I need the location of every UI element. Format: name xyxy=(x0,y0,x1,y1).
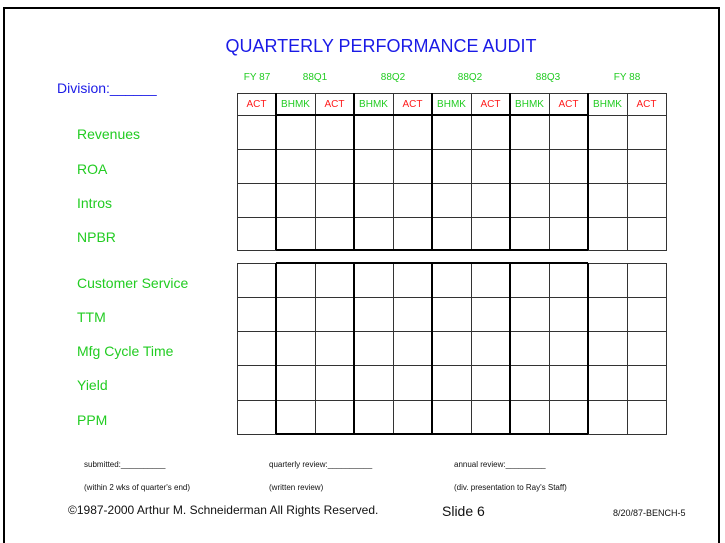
grid-line xyxy=(237,297,667,298)
row-label-ttm: TTM xyxy=(77,309,106,325)
grid-line xyxy=(276,249,588,251)
period-header-fy87: FY 87 xyxy=(243,72,271,83)
grid-line xyxy=(315,93,316,250)
grid-line xyxy=(549,263,550,434)
grid-line xyxy=(237,331,667,332)
col-header-bhmk: BHMK xyxy=(281,99,310,110)
grid-line xyxy=(393,263,394,434)
grid-line xyxy=(393,93,394,250)
row-label-roa: ROA xyxy=(77,161,108,177)
period-header-88q2b: 88Q2 xyxy=(457,72,483,83)
col-header-act: ACT xyxy=(402,99,423,110)
annual-review-field: annual review:_________ xyxy=(454,460,546,469)
grid-line xyxy=(627,263,628,434)
col-header-bhmk: BHMK xyxy=(359,99,388,110)
grid-line xyxy=(237,93,238,250)
grid-line xyxy=(237,217,667,218)
grid-line xyxy=(275,263,277,434)
grid-line xyxy=(237,263,238,434)
row-label-revenues: Revenues xyxy=(77,126,141,142)
grid-line xyxy=(587,93,589,250)
grid-line xyxy=(276,262,588,264)
col-header-act: ACT xyxy=(480,99,501,110)
row-label-yield: Yield xyxy=(77,377,108,393)
slide-frame xyxy=(3,7,720,543)
quarterly-review-field: quarterly review:__________ xyxy=(269,460,373,469)
period-header-88q3: 88Q3 xyxy=(535,72,561,83)
submitted-note: (within 2 wks of quarter's end) xyxy=(84,483,191,492)
col-header-bhmk: BHMK xyxy=(437,99,466,110)
period-header-fy88: FY 88 xyxy=(613,72,641,83)
grid-line xyxy=(509,263,511,434)
grid-line xyxy=(237,93,667,94)
col-header-act: ACT xyxy=(324,99,345,110)
grid-line xyxy=(471,93,472,250)
row-label-npbr: NPBR xyxy=(77,229,116,245)
period-header-88q1: 88Q1 xyxy=(302,72,328,83)
row-label-mfg-cycle-time: Mfg Cycle Time xyxy=(77,343,174,359)
annual-review-note: (div. presentation to Ray's Staff) xyxy=(454,483,567,492)
grid-line xyxy=(666,263,667,434)
copyright-text: ©1987-2000 Arthur M. Schneiderman All Ri… xyxy=(68,503,379,517)
grid-line xyxy=(237,400,667,401)
row-label-ppm: PPM xyxy=(77,412,108,428)
col-header-bhmk: BHMK xyxy=(593,99,622,110)
col-header-bhmk: BHMK xyxy=(515,99,544,110)
page-title: QUARTERLY PERFORMANCE AUDIT xyxy=(225,36,537,56)
col-header-act: ACT xyxy=(636,99,657,110)
grid-line xyxy=(627,93,628,250)
grid-line xyxy=(237,365,667,366)
grid-line xyxy=(353,263,355,434)
grid-line xyxy=(237,183,667,184)
grid-line xyxy=(549,93,550,250)
grid-line xyxy=(353,93,355,250)
grid-line xyxy=(471,263,472,434)
row-label-customer-service: Customer Service xyxy=(77,275,189,291)
grid-line xyxy=(509,93,511,250)
slide-number: Slide 6 xyxy=(442,503,485,519)
period-header-88q2: 88Q2 xyxy=(380,72,406,83)
division-label: Division:______ xyxy=(57,80,157,96)
grid-line xyxy=(276,433,588,435)
grid-line xyxy=(315,263,316,434)
grid-line xyxy=(275,93,277,250)
grid-line xyxy=(587,263,589,434)
document-code: 8/20/87-BENCH-5 xyxy=(613,508,686,518)
row-label-intros: Intros xyxy=(77,195,113,211)
grid-line xyxy=(666,93,667,250)
grid-line xyxy=(431,263,433,434)
submitted-field: submitted:__________ xyxy=(84,460,166,469)
col-header-act: ACT xyxy=(558,99,579,110)
quarterly-review-note: (written review) xyxy=(269,483,324,492)
grid-line xyxy=(431,93,433,250)
grid-line xyxy=(237,149,667,150)
col-header-act: ACT xyxy=(246,99,267,110)
grid-line xyxy=(276,114,588,116)
